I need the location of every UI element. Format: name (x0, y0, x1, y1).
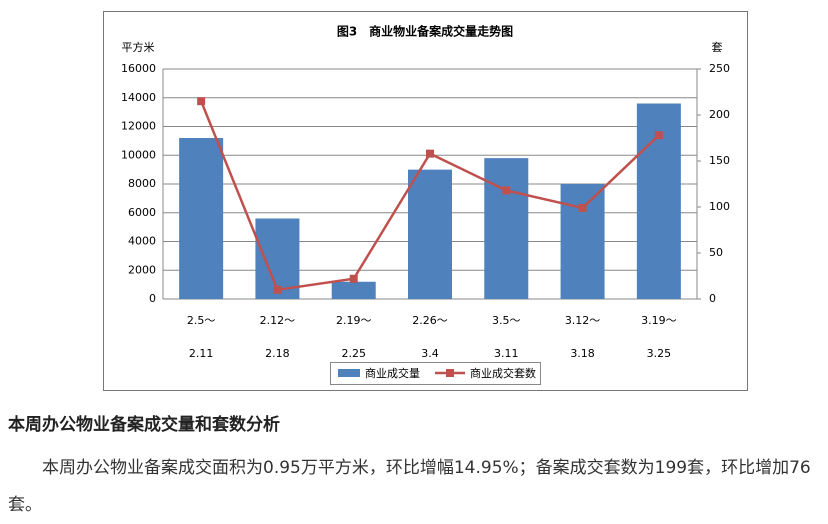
y-tick-label: 8000 (128, 177, 156, 190)
line-marker (197, 97, 206, 106)
y2-tick-label: 0 (709, 292, 716, 305)
x-tick-label: 3.19～ (641, 314, 677, 327)
y-tick-label: 12000 (121, 120, 156, 133)
heading: 本周办公物业备案成交量和套数分析 (8, 415, 280, 435)
legend-swatch (338, 369, 360, 377)
y-tick-label: 10000 (121, 148, 156, 161)
chart-title: 图3 商业物业备案成交量走势图 (337, 24, 513, 39)
line-marker (654, 131, 663, 140)
x-tick-label: 2.5～ (187, 314, 216, 327)
y-tick-label: 0 (149, 292, 156, 305)
x-tick-label: 3.12～ (565, 314, 601, 327)
x-tick-label: 3.5～ (492, 314, 521, 327)
y-tick-label: 14000 (121, 91, 156, 104)
y2-tick-label: 100 (709, 200, 730, 213)
x-tick-label: 2.25 (341, 347, 366, 360)
x-tick-label: 3.11 (494, 347, 519, 360)
y-axis-label: 平方米 (122, 40, 155, 54)
line-marker (426, 149, 434, 158)
x-tick-label: 2.19～ (336, 314, 372, 327)
y2-tick-label: 200 (709, 108, 730, 121)
bar (179, 138, 224, 299)
y-tick-label: 2000 (128, 263, 156, 276)
y2-tick-label: 150 (709, 154, 730, 167)
x-tick-label: 3.4 (421, 347, 439, 360)
bar (484, 158, 529, 299)
bar (408, 169, 452, 299)
bar (560, 184, 605, 299)
line-marker (273, 285, 282, 294)
x-tick-label: 2.18 (265, 347, 290, 360)
line-marker (578, 203, 587, 212)
y2-axis-label: 套 (712, 41, 723, 54)
y2-tick-label: 250 (709, 62, 730, 75)
x-tick-label: 2.11 (189, 347, 214, 360)
legend-label: 商业成交套数 (470, 366, 536, 380)
y-tick-label: 16000 (121, 62, 156, 75)
y2-tick-label: 50 (709, 246, 723, 259)
x-tick-label: 3.18 (570, 347, 595, 360)
legend-swatch (446, 369, 454, 377)
x-tick-label: 2.26～ (412, 314, 448, 327)
line-marker (502, 186, 511, 195)
paragraph: 本周办公物业备案成交面积为0.95万平方米，环比增幅14.95%；备案成交套数为… (8, 458, 811, 515)
chart: 图3 商业物业备案成交量走势图 平方米 套 020004000600080001… (103, 11, 748, 391)
x-tick-label: 3.25 (647, 347, 672, 360)
x-tick-label: 2.12～ (260, 314, 296, 327)
y-tick-label: 6000 (128, 206, 156, 219)
bar (331, 281, 376, 299)
y-tick-label: 4000 (128, 235, 156, 248)
bar (255, 218, 300, 299)
line-marker (349, 274, 358, 283)
legend-label: 商业成交量 (365, 366, 420, 380)
